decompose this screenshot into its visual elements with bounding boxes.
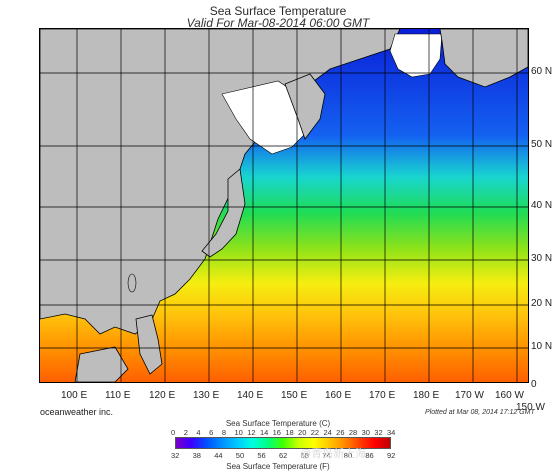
lat-label-10n: 10 N — [531, 341, 553, 352]
credit-text: oceanweather inc. — [40, 407, 114, 417]
lon-label-170e: 170 E — [369, 390, 396, 401]
lon-label-150w: 150 W — [516, 402, 545, 413]
lat-label-60n: 60 N — [531, 66, 553, 77]
celsius-tick-label: 20 — [298, 428, 307, 437]
lon-label-140e: 140 E — [237, 390, 264, 401]
celsius-tick-label: 32 — [374, 428, 383, 437]
lat-label-0: 0 — [531, 379, 537, 390]
celsius-tick-label: 2 — [183, 428, 188, 437]
lon-label-170w: 170 W — [455, 390, 484, 401]
celsius-tick-label: 24 — [323, 428, 332, 437]
celsius-tick-label: 6 — [209, 428, 214, 437]
celsius-tick-label: 34 — [387, 428, 396, 437]
lat-label-30n: 30 N — [531, 253, 553, 264]
asia-landmass — [40, 29, 401, 335]
lon-label-180e: 180 E — [413, 390, 440, 401]
colorbar — [175, 437, 391, 449]
celsius-tick-label: 10 — [234, 428, 243, 437]
colorbar-title-fahrenheit: Sea Surface Temperature (F) — [226, 462, 330, 471]
taiwan — [127, 273, 137, 293]
celsius-tick-label: 18 — [285, 428, 294, 437]
celsius-tick-label: 8 — [221, 428, 226, 437]
fahrenheit-tick-label: 56 — [257, 451, 266, 460]
fahrenheit-tick-label: 38 — [192, 451, 201, 460]
celsius-tick-label: 14 — [259, 428, 269, 437]
fahrenheit-tick-label: 32 — [171, 451, 180, 460]
lon-label-160e: 160 E — [325, 390, 352, 401]
chart-title: Sea Surface Temperature — [209, 4, 347, 18]
celsius-tick-label: 0 — [171, 428, 176, 437]
celsius-tick-label: 28 — [348, 428, 358, 437]
celsius-tick-label: 16 — [272, 428, 281, 437]
lon-label-110e: 110 E — [105, 390, 131, 401]
lon-label-150e: 150 E — [281, 390, 308, 401]
fahrenheit-tick-label: 74 — [322, 451, 331, 460]
sst-map — [39, 28, 529, 383]
celsius-tick-label: 4 — [196, 428, 201, 437]
japan — [201, 168, 246, 258]
lon-label-160w: 160 W — [495, 390, 524, 401]
alaska-landmass — [439, 29, 528, 88]
kamchatka — [284, 73, 326, 140]
lon-label-130e: 130 E — [193, 390, 220, 401]
fahrenheit-tick-label: 68 — [300, 451, 309, 460]
fahrenheit-tick-label: 80 — [343, 451, 353, 460]
plotted-time: Plotted at Mar 08, 2014 17:12 GMT — [425, 409, 535, 416]
fahrenheit-tick-label: 50 — [235, 451, 245, 460]
lat-label-40n: 40 N — [531, 200, 553, 211]
graticule — [40, 29, 528, 382]
lon-label-100e: 100 E — [61, 390, 88, 401]
colorbar-title-celsius: Sea Surface Temperature (C) — [225, 419, 331, 428]
chart-subtitle: Valid For Mar-08-2014 06:00 GMT — [186, 16, 370, 30]
fahrenheit-tick-label: 44 — [214, 451, 223, 460]
fahrenheit-tick-label: 92 — [387, 451, 396, 460]
celsius-tick-label: 30 — [361, 428, 370, 437]
watermark: @青岛新上海 — [300, 448, 367, 460]
fahrenheit-tick-label: 86 — [365, 451, 374, 460]
celsius-tick-label: 26 — [336, 428, 345, 437]
lon-label-120e: 120 E — [149, 390, 176, 401]
fahrenheit-tick-label: 62 — [279, 451, 288, 460]
philippines — [135, 314, 163, 375]
celsius-tick-label: 12 — [247, 428, 256, 437]
celsius-tick-label: 22 — [310, 428, 320, 437]
lat-label-50n: 50 N — [531, 139, 553, 150]
lat-label-20n: 20 N — [531, 298, 553, 309]
